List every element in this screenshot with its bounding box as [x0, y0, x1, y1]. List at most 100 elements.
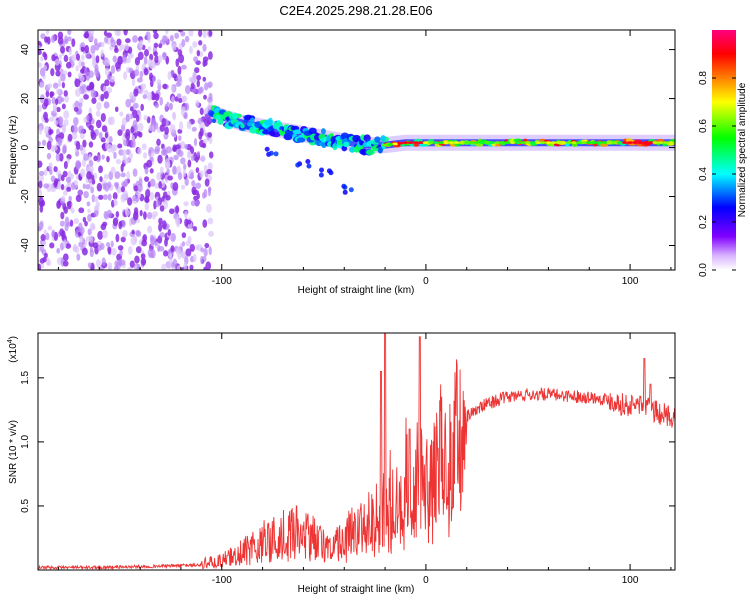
noise-speckle — [76, 253, 81, 261]
noise-speckle — [78, 125, 84, 135]
noise-speckle — [86, 114, 90, 122]
noise-speckle — [124, 43, 129, 51]
noise-speckle — [64, 35, 68, 44]
noise-speckle — [51, 96, 56, 105]
noise-speckle — [121, 220, 126, 228]
band-core-blob — [667, 141, 674, 145]
noise-speckle — [49, 91, 54, 99]
noise-speckle — [154, 55, 159, 64]
noise-speckle — [202, 30, 207, 39]
noise-speckle — [196, 49, 201, 57]
noise-speckle — [114, 106, 119, 113]
noise-speckle — [58, 78, 62, 88]
noise-speckle — [44, 36, 49, 43]
noise-speckle — [121, 54, 127, 63]
noise-speckle — [121, 149, 127, 156]
noise-speckle — [208, 151, 214, 159]
top-x-axis: -100 0 100 — [57, 30, 672, 287]
noise-speckle — [40, 56, 44, 62]
noise-speckle — [87, 228, 92, 236]
noise-speckle — [95, 119, 102, 129]
noise-speckle — [131, 229, 135, 235]
noise-speckle — [63, 206, 69, 214]
noise-speckle — [85, 183, 91, 190]
noise-speckle — [181, 95, 186, 103]
noise-speckle — [175, 82, 182, 87]
noise-speckle — [123, 157, 130, 165]
band-core-blob — [479, 141, 486, 145]
noise-speckle — [77, 72, 83, 78]
noise-speckle — [189, 243, 195, 252]
noise-speckle — [156, 138, 161, 146]
band-core-blob — [627, 141, 634, 145]
noise-speckle — [112, 192, 118, 200]
bottom-y-axis-label: SNR (10 * v/v) — [8, 420, 19, 484]
band-core-blob — [530, 141, 537, 145]
noise-speckle — [167, 190, 171, 196]
noise-speckle — [153, 51, 158, 57]
noise-speckle — [138, 39, 144, 49]
noise-speckle — [91, 52, 96, 61]
band-blob — [232, 112, 239, 120]
noise-speckle — [82, 216, 87, 223]
noise-speckle — [83, 153, 89, 161]
noise-speckle — [78, 207, 85, 214]
band-core-blob — [412, 141, 419, 145]
noise-speckle — [204, 243, 210, 249]
noise-speckle — [191, 180, 196, 187]
noise-speckle — [63, 90, 68, 97]
noise-speckle — [43, 98, 49, 108]
noise-speckle — [93, 209, 99, 217]
noise-speckle — [199, 107, 204, 116]
noise-speckle — [207, 162, 213, 171]
band-core-blob — [504, 141, 511, 145]
noise-speckle — [110, 144, 115, 154]
noise-speckle — [187, 236, 192, 244]
noise-speckle — [123, 139, 128, 147]
noise-speckle — [136, 130, 141, 137]
noise-speckle — [190, 172, 194, 180]
noise-speckle — [65, 61, 72, 69]
noise-speckle — [190, 154, 195, 162]
noise-speckle — [172, 181, 179, 191]
noise-speckle — [152, 75, 156, 83]
noise-speckle — [79, 235, 84, 243]
band-blob — [352, 134, 361, 143]
noise-speckle — [67, 30, 72, 36]
noise-speckle — [63, 118, 69, 127]
chart-title: C2E4.2025.298.21.28.E06 — [279, 3, 432, 18]
noise-speckle — [60, 73, 66, 82]
noise-speckle — [46, 140, 52, 150]
band-core-blob — [535, 141, 542, 145]
noise-speckle — [67, 201, 72, 210]
band-blob — [377, 146, 383, 154]
noise-speckle — [96, 101, 102, 111]
noise-speckle — [120, 172, 126, 178]
noise-speckle — [184, 210, 188, 219]
noise-speckle — [56, 88, 61, 95]
band-core-blob — [514, 141, 521, 145]
band-core-blob — [392, 142, 399, 146]
branch-blob — [295, 162, 301, 168]
noise-speckle — [98, 131, 103, 139]
band-core-blob — [662, 141, 669, 145]
bottom-y-tick-label: 0.5 — [20, 499, 31, 513]
noise-speckle — [150, 150, 155, 157]
noise-speckle — [149, 191, 154, 201]
noise-speckle — [84, 44, 90, 54]
noise-speckle — [64, 223, 69, 232]
noise-speckle — [143, 67, 149, 76]
noise-speckle — [78, 59, 82, 68]
noise-speckle — [117, 143, 123, 149]
band-core-blob — [525, 141, 531, 145]
noise-speckle — [130, 236, 137, 246]
noise-speckle — [115, 233, 120, 243]
noise-speckle — [165, 30, 169, 35]
noise-speckle — [60, 97, 65, 103]
noise-speckle — [63, 110, 70, 119]
noise-speckle — [87, 213, 92, 222]
noise-speckle — [180, 157, 186, 165]
noise-speckle — [139, 70, 143, 80]
noise-speckle — [43, 183, 50, 189]
scale-exponent: 4 — [7, 339, 14, 343]
